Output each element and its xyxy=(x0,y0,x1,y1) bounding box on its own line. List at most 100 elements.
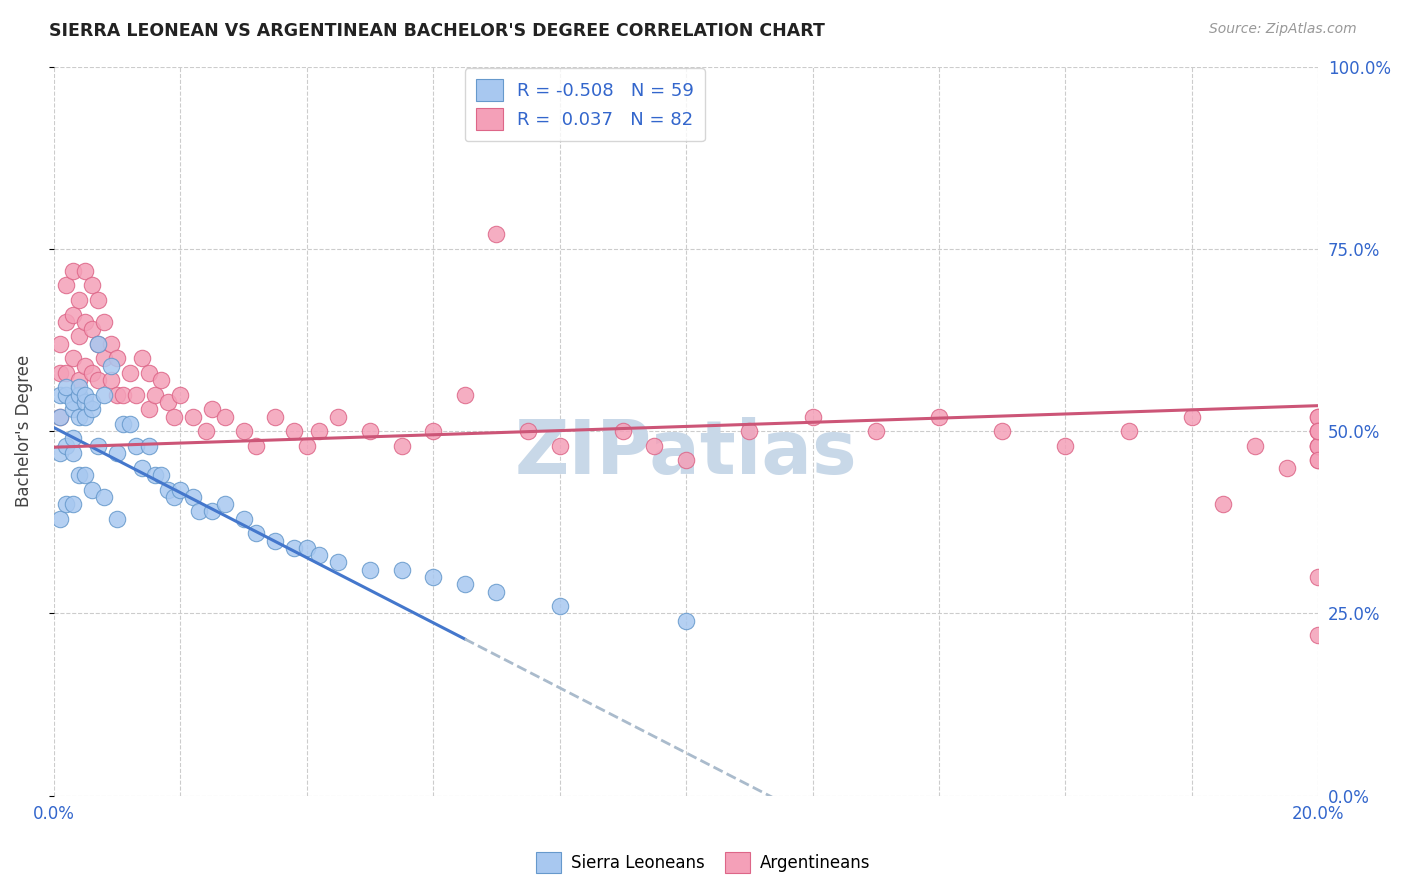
Point xyxy=(67,329,90,343)
Point xyxy=(391,439,413,453)
Point xyxy=(308,424,330,438)
Point xyxy=(125,388,148,402)
Point xyxy=(55,439,77,453)
Point xyxy=(87,293,110,307)
Point xyxy=(75,409,97,424)
Point xyxy=(87,336,110,351)
Point xyxy=(359,424,381,438)
Legend: Sierra Leoneans, Argentineans: Sierra Leoneans, Argentineans xyxy=(529,846,877,880)
Point xyxy=(105,351,128,366)
Point xyxy=(1275,460,1298,475)
Point xyxy=(1308,424,1330,438)
Point xyxy=(232,424,254,438)
Point xyxy=(131,351,153,366)
Point xyxy=(169,388,191,402)
Point xyxy=(80,278,103,293)
Point xyxy=(643,439,665,453)
Point xyxy=(75,395,97,409)
Point xyxy=(138,366,160,380)
Point xyxy=(55,366,77,380)
Point xyxy=(80,402,103,417)
Point xyxy=(49,446,72,460)
Point xyxy=(928,409,950,424)
Point xyxy=(62,395,84,409)
Point xyxy=(485,227,508,242)
Point xyxy=(93,351,115,366)
Point xyxy=(1308,453,1330,467)
Point xyxy=(1244,439,1267,453)
Point xyxy=(517,424,540,438)
Point xyxy=(308,548,330,562)
Point xyxy=(454,388,477,402)
Point xyxy=(548,599,571,614)
Point xyxy=(245,439,267,453)
Y-axis label: Bachelor's Degree: Bachelor's Degree xyxy=(15,355,32,508)
Point xyxy=(143,467,166,482)
Point xyxy=(87,439,110,453)
Point xyxy=(131,460,153,475)
Point xyxy=(295,439,318,453)
Point xyxy=(80,483,103,497)
Point xyxy=(138,402,160,417)
Point xyxy=(156,395,179,409)
Point xyxy=(675,614,697,628)
Point xyxy=(991,424,1014,438)
Point xyxy=(112,388,135,402)
Point xyxy=(1308,439,1330,453)
Point xyxy=(163,490,186,504)
Point xyxy=(1181,409,1204,424)
Point xyxy=(87,373,110,387)
Point xyxy=(1308,409,1330,424)
Point xyxy=(75,264,97,278)
Point xyxy=(80,395,103,409)
Point xyxy=(80,322,103,336)
Point xyxy=(194,424,217,438)
Point xyxy=(214,409,236,424)
Point xyxy=(67,380,90,394)
Point xyxy=(62,402,84,417)
Point xyxy=(264,409,287,424)
Point xyxy=(93,388,115,402)
Point xyxy=(125,439,148,453)
Point xyxy=(62,432,84,446)
Point xyxy=(283,541,305,555)
Point xyxy=(1212,497,1234,511)
Text: ZIPatlas: ZIPatlas xyxy=(515,417,858,490)
Point xyxy=(93,490,115,504)
Point xyxy=(181,490,204,504)
Point xyxy=(62,446,84,460)
Point xyxy=(105,511,128,525)
Point xyxy=(1308,424,1330,438)
Point xyxy=(264,533,287,548)
Point xyxy=(295,541,318,555)
Point xyxy=(62,308,84,322)
Point xyxy=(1308,570,1330,584)
Point xyxy=(1118,424,1140,438)
Point xyxy=(100,336,122,351)
Point xyxy=(1308,453,1330,467)
Point xyxy=(1308,439,1330,453)
Point xyxy=(328,556,350,570)
Point xyxy=(283,424,305,438)
Point xyxy=(112,417,135,431)
Point xyxy=(181,409,204,424)
Point xyxy=(55,497,77,511)
Point xyxy=(422,570,444,584)
Point xyxy=(865,424,887,438)
Point xyxy=(163,409,186,424)
Point xyxy=(612,424,634,438)
Point xyxy=(391,563,413,577)
Point xyxy=(1308,628,1330,642)
Point xyxy=(75,315,97,329)
Point xyxy=(62,264,84,278)
Point xyxy=(49,366,72,380)
Point xyxy=(80,366,103,380)
Point xyxy=(55,380,77,394)
Point xyxy=(75,467,97,482)
Point xyxy=(49,388,72,402)
Point xyxy=(548,439,571,453)
Point xyxy=(67,388,90,402)
Point xyxy=(1308,439,1330,453)
Point xyxy=(454,577,477,591)
Point xyxy=(328,409,350,424)
